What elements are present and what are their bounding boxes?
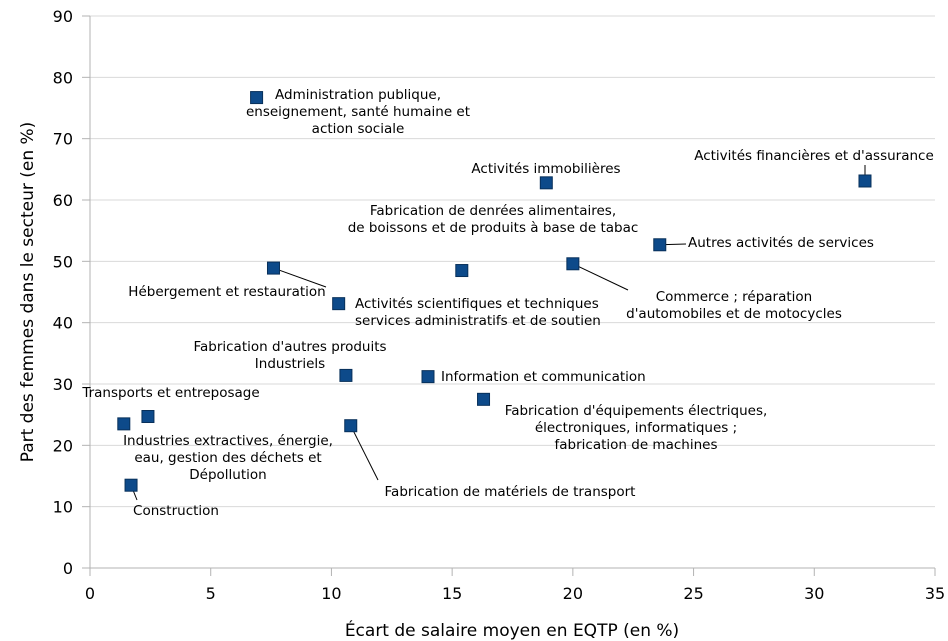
data-point <box>539 176 553 190</box>
point-label: Fabrication d'autres produits Industriels <box>193 339 386 372</box>
data-point <box>117 417 131 431</box>
point-label: Activités immobilières <box>471 161 620 177</box>
y-tick-label: 10 <box>53 498 73 517</box>
y-tick-label: 80 <box>53 68 73 87</box>
leader-line <box>350 425 379 481</box>
point-label: Autres activités de services <box>688 235 874 251</box>
point-label-line: Information et communication <box>441 369 646 385</box>
point-label-line: Activités immobilières <box>471 161 620 177</box>
point-label-line: Dépollution <box>189 467 266 483</box>
point-label: Hébergement et restauration <box>128 284 325 300</box>
point-label-line: Commerce ; réparation <box>656 289 813 305</box>
point-label-line: Industries extractives, énergie, <box>123 433 333 449</box>
data-point <box>477 392 491 406</box>
x-tick-label: 35 <box>925 584 945 603</box>
data-points <box>117 91 872 492</box>
point-label-line: Construction <box>133 503 219 519</box>
y-tick-label: 50 <box>53 252 73 271</box>
point-label-line: Industriels <box>255 356 325 372</box>
point-label-line: Administration publique, <box>275 87 441 103</box>
y-axis-title: Part des femmes dans le secteur (en %) <box>18 122 38 463</box>
data-point <box>653 238 667 252</box>
leader-line <box>572 263 629 291</box>
point-label: Information et communication <box>441 369 646 385</box>
grid <box>90 15 935 508</box>
y-tick-label: 90 <box>53 7 73 26</box>
x-tick-labels: 0 5 10 15 20 25 30 35 <box>85 584 945 603</box>
point-label-line: Hébergement et restauration <box>128 284 325 300</box>
point-label-line: Activités financières et d'assurance <box>694 148 934 164</box>
point-label-line: d'automobiles et de motocycles <box>626 306 842 322</box>
data-point <box>421 370 435 384</box>
y-tick-label: 60 <box>53 191 73 210</box>
data-point <box>455 264 469 278</box>
point-label-line: de boissons et de produits à base de tab… <box>348 220 639 236</box>
y-tick-label: 30 <box>53 375 73 394</box>
point-label: Fabrication de denrées alimentaires, de b… <box>348 203 639 236</box>
point-label-line: Autres activités de services <box>688 235 874 251</box>
x-tick-label: 15 <box>442 584 462 603</box>
data-point <box>339 368 353 382</box>
point-label: Transports et entreposage <box>81 385 259 401</box>
data-point <box>344 419 358 433</box>
axes <box>82 15 936 576</box>
point-label: Industries extractives, énergie, eau, ges… <box>123 433 333 483</box>
x-tick-label: 0 <box>85 584 95 603</box>
point-labels: Administration publique, enseignement, sa… <box>81 87 933 519</box>
point-label: Activités scientifiques et techniques ser… <box>355 296 601 329</box>
point-label: Fabrication d'équipements électriques, él… <box>505 403 768 453</box>
point-label-line: Fabrication de matériels de transport <box>385 484 636 500</box>
point-label: Activités financières et d'assurance <box>694 148 934 164</box>
x-tick-label: 25 <box>683 584 703 603</box>
point-label-line: Fabrication d'équipements électriques, <box>505 403 768 419</box>
x-tick-label: 5 <box>206 584 216 603</box>
point-label-line: Transports et entreposage <box>81 385 259 401</box>
y-tick-label: 70 <box>53 130 73 149</box>
x-tick-label: 10 <box>321 584 341 603</box>
point-label: Administration publique, enseignement, sa… <box>246 87 470 137</box>
point-label-line: fabrication de machines <box>555 437 718 453</box>
point-label-line: électroniques, informatiques ; <box>535 420 737 436</box>
point-label-line: enseignement, santé humaine et <box>246 104 470 120</box>
data-point <box>858 174 872 188</box>
x-tick-label: 20 <box>563 584 583 603</box>
point-label: Fabrication de matériels de transport <box>385 484 636 500</box>
point-label-line: action sociale <box>312 121 405 137</box>
y-tick-labels: 0 10 20 30 40 50 60 70 80 90 <box>53 7 73 578</box>
y-tick-label: 0 <box>63 559 73 578</box>
data-point <box>141 410 155 424</box>
x-tick-label: 30 <box>804 584 824 603</box>
y-tick-label: 40 <box>53 314 73 333</box>
point-label: Construction <box>133 503 219 519</box>
data-point <box>566 257 580 271</box>
y-tick-label: 20 <box>53 436 73 455</box>
point-label: Commerce ; réparation d'automobiles et de… <box>626 289 842 322</box>
data-point <box>124 478 138 492</box>
point-label-line: eau, gestion des déchets et <box>134 450 321 466</box>
point-label-line: Fabrication d'autres produits <box>193 339 386 355</box>
data-point <box>266 261 280 275</box>
point-label-line: Fabrication de denrées alimentaires, <box>370 203 616 219</box>
data-point <box>332 297 346 311</box>
leader-line <box>273 267 327 288</box>
point-label-line: services administratifs et de soutien <box>355 313 601 329</box>
point-label-line: Activités scientifiques et techniques <box>355 296 599 312</box>
x-axis-title: Écart de salaire moyen en EQTP (en %) <box>345 619 679 641</box>
data-point <box>250 91 264 105</box>
